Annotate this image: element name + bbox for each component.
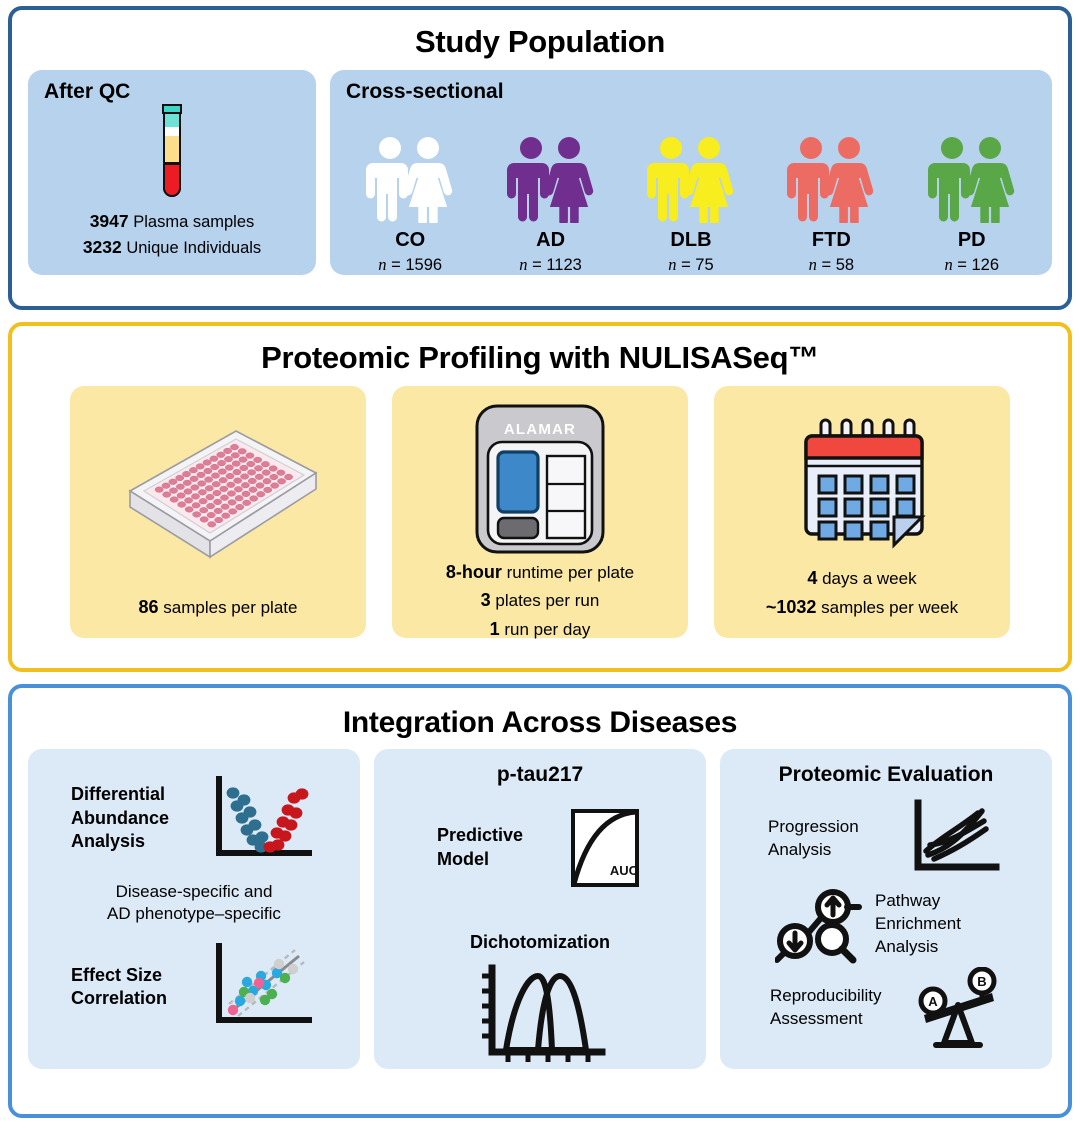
differential-abundance-column: Differential Abundance Analysis <box>28 748 360 1069</box>
instrument-brand-label: ALAMAR <box>504 421 576 438</box>
blood-collection-tube-icon <box>28 100 316 209</box>
people-pair-icon <box>927 136 1014 223</box>
instrument-runtime-text: 8-hour runtime per plate 3 plates per ru… <box>446 558 634 644</box>
roc-auc-curve-icon: AUC <box>567 805 643 891</box>
disease-group-name: FTD <box>811 228 851 251</box>
p-tau217-column: p-tau217 Predictive Model AUC Dichotomiza… <box>374 748 706 1070</box>
pathway-network-icon <box>775 885 867 965</box>
runs-per-day-value: 1 <box>489 619 500 640</box>
days-per-week-line: 4 days a week <box>766 564 958 593</box>
reproducibility-assessment-label: Reproducibility Assessment <box>770 985 882 1028</box>
dichotomization-label: Dichotomization <box>470 931 610 952</box>
disease-group-count: n = 1123 <box>519 254 582 274</box>
disease-group-ftd: FTD n = 58 <box>781 135 881 275</box>
calendar-icon <box>722 400 1002 564</box>
proteomic-evaluation-title: Proteomic Evaluation <box>778 762 994 786</box>
days-per-week-label: days a week <box>817 569 917 589</box>
people-pair-icon-wrap <box>926 135 1018 223</box>
disease-group-name: DLB <box>670 228 712 251</box>
stat-unique-individuals-label: Unique Individuals <box>126 238 262 257</box>
stat-plasma-samples-label: Plasma samples <box>133 212 255 231</box>
people-pair-icon <box>366 136 453 223</box>
plate-samples-line: 86 samples per plate <box>139 593 298 622</box>
plate-samples-label: samples per plate <box>158 597 298 617</box>
differential-abundance-label: Differential Abundance Analysis <box>71 784 170 852</box>
disease-group-count: n = 1596 <box>378 254 443 274</box>
people-pair-icon-wrap <box>645 135 737 223</box>
correlation-scatter-icon <box>209 942 317 1032</box>
proteomic-evaluation-column: Proteomic Evaluation Progression Analysis <box>720 748 1052 1069</box>
cross-sectional-heading: Cross-sectional <box>346 79 504 103</box>
plates-per-run-label: plates per run <box>490 591 600 611</box>
proteomic-profiling-title: Proteomic Profiling with NULISASeq™ <box>261 340 819 375</box>
integration-title: Integration Across Diseases <box>342 706 738 739</box>
stat-plasma-samples-value: 3947 <box>89 210 129 231</box>
disease-group-list: CO n = 1596 AD n = 1123 DLB n = 75 <box>330 106 1052 275</box>
disease-group-name: CO <box>395 228 426 251</box>
progression-analysis-label: Progression Analysis <box>768 816 859 859</box>
integration-panel: Integration Across Diseases Differential… <box>8 684 1072 1118</box>
runtime-label: runtime per plate <box>501 562 635 582</box>
spaghetti-trajectory-icon <box>908 799 1004 879</box>
disease-group-count: n = 58 <box>808 254 855 274</box>
weekly-throughput-text: 4 days a week ~1032 samples per week <box>766 564 958 622</box>
disease-group-ad: AD n = 1123 <box>501 135 601 275</box>
disease-specific-label: Disease-specific and AD phenotype–specifi… <box>107 881 281 924</box>
runs-per-day-line: 1 run per day <box>446 615 634 644</box>
people-pair-icon <box>787 136 874 223</box>
effect-size-correlation-label: Effect Size Correlation <box>71 964 168 1009</box>
samples-per-week-line: ~1032 samples per week <box>766 593 958 622</box>
disease-group-name: PD <box>957 228 986 251</box>
samples-per-week-label: samples per week <box>816 597 959 617</box>
auc-label: AUC <box>610 863 639 878</box>
scale-left-label: A <box>928 994 938 1009</box>
after-qc-heading: After QC <box>44 79 131 103</box>
study-population-panel: Study Population After QC <box>8 6 1072 310</box>
disease-group-pd: PD n = 126 <box>922 135 1022 275</box>
after-qc-card: After QC <box>28 69 316 275</box>
runtime-line: 8-hour runtime per plate <box>446 558 634 587</box>
plate-throughput-text: 86 samples per plate <box>139 593 298 622</box>
alamar-instrument-icon: ALAMAR <box>400 400 680 558</box>
weekly-throughput-card: 4 days a week ~1032 samples per week <box>714 385 1010 638</box>
people-pair-icon <box>506 136 593 223</box>
samples-per-week-value: ~1032 <box>765 596 817 617</box>
plate-throughput-card: 86 samples per plate <box>70 385 366 638</box>
people-pair-icon-wrap <box>364 135 456 223</box>
instrument-runtime-card: ALAMAR 8-hour runt <box>392 385 688 639</box>
disease-group-name: AD <box>536 228 566 251</box>
people-pair-icon-wrap <box>785 135 877 223</box>
plates-per-run-line: 3 plates per run <box>446 586 634 615</box>
stat-unique-individuals: 3232 Unique Individuals <box>28 235 316 261</box>
disease-group-count: n = 126 <box>944 254 1000 274</box>
scale-right-label: B <box>977 974 986 989</box>
pathway-enrichment-label: Pathway Enrichment Analysis <box>875 891 961 956</box>
days-per-week-value: 4 <box>807 568 818 589</box>
cross-sectional-card: Cross-sectional CO n = 1596 AD n = 1123 <box>330 69 1052 275</box>
volcano-plot-icon <box>209 773 317 865</box>
people-pair-icon-wrap <box>505 135 597 223</box>
stat-unique-individuals-value: 3232 <box>82 236 122 257</box>
runtime-value: 8-hour <box>445 561 502 582</box>
disease-group-co: CO n = 1596 <box>360 135 460 275</box>
proteomic-profiling-panel: Proteomic Profiling with NULISASeq™ <box>8 322 1072 672</box>
density-distribution-icon <box>384 964 696 1070</box>
plates-per-run-value: 3 <box>480 590 491 611</box>
plate-samples-value: 86 <box>138 596 159 617</box>
balance-scale-icon: A B <box>916 966 1002 1049</box>
page-title: Study Population <box>414 24 666 59</box>
predictive-model-label: Predictive Model <box>437 825 524 869</box>
disease-group-dlb: DLB n = 75 <box>641 135 741 275</box>
people-pair-icon <box>646 136 734 223</box>
after-qc-stats: 3947 Plasma samples 3232 Unique Individu… <box>28 209 316 261</box>
p-tau217-title: p-tau217 <box>496 762 584 786</box>
runs-per-day-label: run per day <box>499 620 591 640</box>
stat-plasma-samples: 3947 Plasma samples <box>28 209 316 235</box>
microplate-96-well-icon <box>78 400 358 593</box>
disease-group-count: n = 75 <box>668 254 714 274</box>
